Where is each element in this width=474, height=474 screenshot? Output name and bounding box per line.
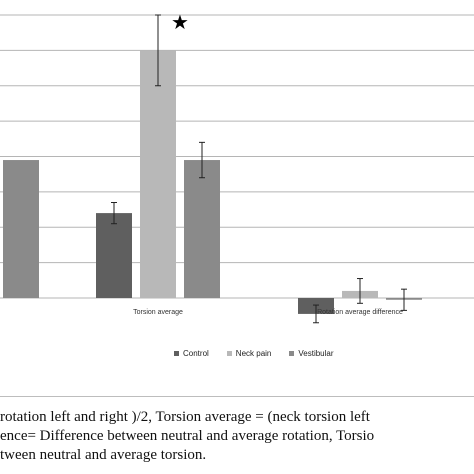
figure-caption: rotation left and right )/2, Torsion ave… <box>0 408 474 465</box>
legend-item-vestibular: Vestibular <box>289 349 334 358</box>
legend-item-neck-pain: Neck pain <box>226 349 272 358</box>
caption-line-1: rotation left and right )/2, Torsion ave… <box>0 409 370 425</box>
significance-star-icon: ★ <box>171 10 189 34</box>
legend-swatch-control <box>174 351 179 356</box>
bar-vestibular <box>184 160 220 298</box>
bar-control <box>96 213 132 298</box>
legend-label-neck-pain: Neck pain <box>235 349 272 358</box>
chart-border-bottom <box>0 396 474 397</box>
bar-vestibular <box>3 160 39 298</box>
legend-label-control: Control <box>183 349 209 358</box>
legend-item-control: Control <box>174 349 209 358</box>
legend-swatch-neck-pain <box>226 351 232 356</box>
bar-neck-pain <box>140 50 176 298</box>
category-label: Rotation average difference <box>317 309 403 316</box>
caption-line-2: ence= Difference between neutral and ave… <box>0 428 375 444</box>
caption-line-3: tween neutral and average torsion. <box>0 447 207 463</box>
category-label: Torsion average <box>133 309 183 316</box>
legend: Control Neck pain Vestibular <box>174 349 334 358</box>
legend-swatch-vestibular <box>289 351 295 356</box>
legend-label-vestibular: Vestibular <box>298 349 334 358</box>
